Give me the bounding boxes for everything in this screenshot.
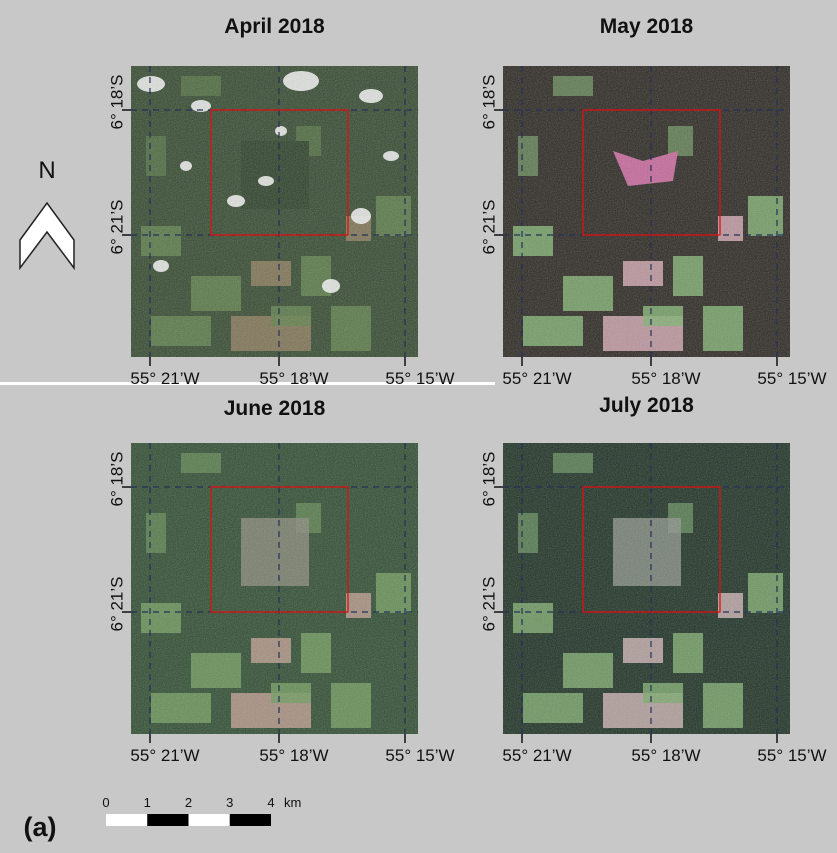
lat-label: 6° 18’S (479, 451, 498, 506)
lat-label: 6° 18’S (107, 451, 126, 506)
lon-label: 55° 15’W (757, 369, 826, 388)
panel-title: July 2018 (599, 394, 694, 417)
scale-tick-label: 0 (102, 795, 109, 810)
map-panel: 6° 18’S 6° 21’S 55° 21’W 55° 18’W 55° 15’W (107, 443, 454, 765)
lon-label: 55° 18’W (259, 746, 328, 765)
lat-label: 6° 18’S (479, 74, 498, 129)
lon-label: 55° 21’W (502, 369, 571, 388)
scale-tick-label: 1 (144, 795, 151, 810)
scale-tick-label: 4 (267, 795, 274, 810)
figure-label: (a) (24, 812, 57, 842)
lon-label: 55° 15’W (385, 746, 454, 765)
panel-title: April 2018 (224, 15, 325, 38)
scale-tick-label: 2 (185, 795, 192, 810)
map-panel: 6° 18’S 6° 21’S 55° 21’W 55° 18’W 55° 15’W (107, 66, 454, 388)
lat-label: 6° 18’S (107, 74, 126, 129)
lat-label: 6° 21’S (107, 199, 126, 254)
scale-unit: km (284, 795, 301, 810)
scale-segment (106, 814, 147, 826)
lat-label: 6° 21’S (479, 576, 498, 631)
lon-label: 55° 15’W (757, 746, 826, 765)
north-label: N (38, 157, 55, 184)
map-panel: 6° 18’S 6° 21’S 55° 21’W 55° 18’W 55° 15’W (479, 443, 826, 765)
map-panel: 6° 18’S 6° 21’S 55° 21’W 55° 18’W 55° 15’W (479, 66, 826, 388)
lon-label: 55° 21’W (130, 746, 199, 765)
scale-segment (230, 814, 271, 826)
scale-tick-label: 3 (226, 795, 233, 810)
lon-label: 55° 21’W (130, 369, 199, 388)
lat-label: 6° 21’S (479, 199, 498, 254)
figure: N 0 1 2 3 4 km (a) 6° 18’S 6° 21’S 55° 21’W 55° … (0, 0, 837, 848)
lat-label: 6° 21’S (107, 576, 126, 631)
panel-title: May 2018 (600, 15, 694, 38)
lon-label: 55° 15’W (385, 369, 454, 388)
lon-label: 55° 18’W (631, 369, 700, 388)
lon-label: 55° 18’W (631, 746, 700, 765)
panel-title: June 2018 (224, 397, 326, 420)
lon-label: 55° 21’W (502, 746, 571, 765)
scale-segment (189, 814, 230, 826)
lon-label: 55° 18’W (259, 369, 328, 388)
scale-segment (147, 814, 188, 826)
